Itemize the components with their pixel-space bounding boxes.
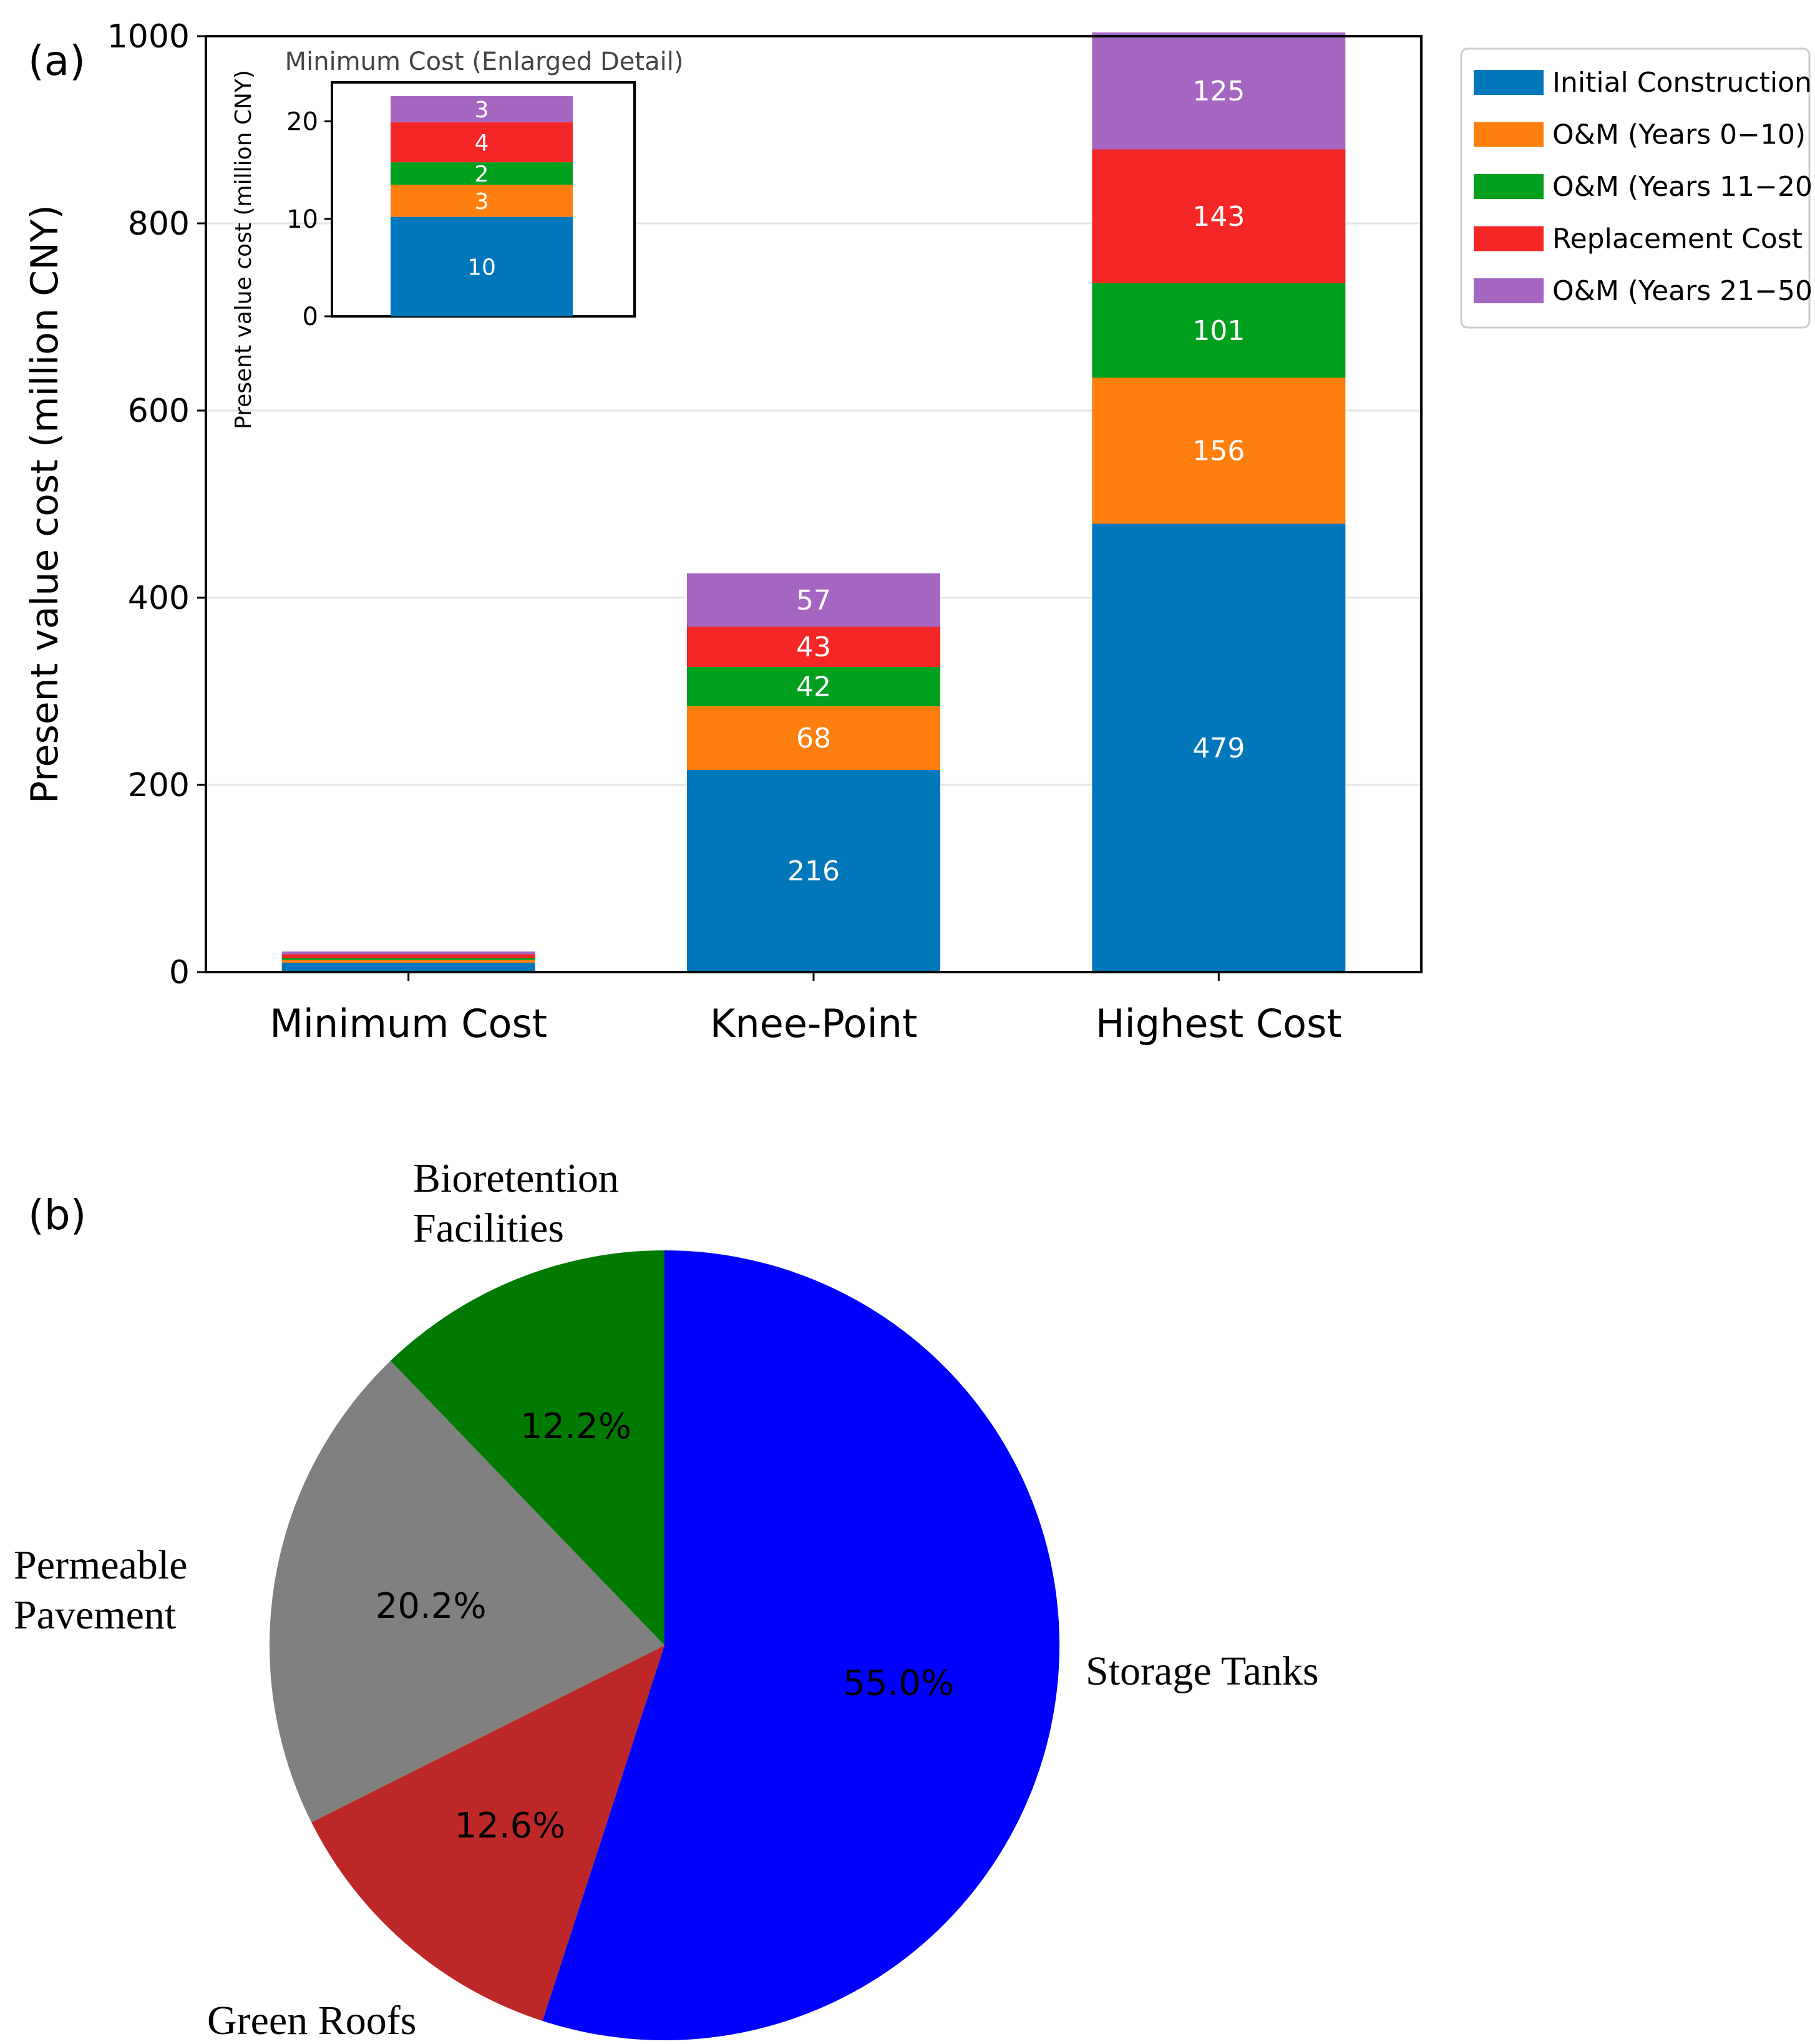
bar-segment xyxy=(1092,377,1346,524)
bar-segments xyxy=(281,32,1346,972)
inset-y-axis-ticks: 0 10 20 xyxy=(286,108,332,331)
bar-segment xyxy=(687,667,940,706)
pie-category-label-line: Permeable xyxy=(14,1542,188,1588)
legend-swatch xyxy=(1474,174,1544,199)
x-axis-ticks: Minimum Cost Knee-Point Highest Cost xyxy=(270,972,1342,1046)
y-tick-label: 400 xyxy=(128,580,190,617)
bar-value-label: 57 xyxy=(796,585,831,616)
bar-value-label: 68 xyxy=(796,723,831,754)
inset-value-label: 4 xyxy=(475,130,489,156)
inset-bar-segment xyxy=(391,95,573,123)
bar-segment xyxy=(281,958,535,960)
pie-percent-label: 12.6% xyxy=(454,1806,565,1846)
inset-y-tick-label: 20 xyxy=(286,108,318,137)
bar-value-label: 216 xyxy=(787,855,840,887)
pie-percent-label: 55.0% xyxy=(843,1663,954,1703)
pie-chart xyxy=(269,1250,1060,2040)
bar-segment xyxy=(281,963,535,972)
inset-y-tick-label: 0 xyxy=(303,303,318,331)
legend: Initial Construction O&M (Years 0−10) O&M … xyxy=(1474,67,1815,307)
inset-value-label: 3 xyxy=(475,97,489,123)
pie-slice xyxy=(311,1645,664,2021)
inset-value-label: 3 xyxy=(475,189,489,215)
bar-value-label: 156 xyxy=(1192,436,1245,467)
bar-value-labels: 216 68 42 43 57 479 156 101 143 125 xyxy=(787,75,1245,887)
pie-percent-labels: 55.0% 12.6% 20.2% 12.2% xyxy=(376,1406,954,1846)
legend-swatch xyxy=(1474,226,1544,251)
y-tick-label: 600 xyxy=(128,392,190,430)
legend-label: Replacement Cost xyxy=(1552,223,1803,255)
legend-swatch xyxy=(1474,278,1544,303)
panel-label-b: (b) xyxy=(28,1191,86,1239)
pie-category-label: Bioretention Facilities xyxy=(413,1156,619,1251)
y-tick-label: 800 xyxy=(128,205,190,243)
legend-box xyxy=(1460,47,1811,329)
bar-segment xyxy=(1092,32,1346,150)
pie-category-labels: Storage Tanks Green Roofs Permeable Pavemen… xyxy=(14,1156,1319,2043)
pie-category-label-line: Pavement xyxy=(14,1592,176,1638)
bar-segment xyxy=(687,770,940,972)
x-tick-label: Minimum Cost xyxy=(270,1001,547,1046)
bar-segment xyxy=(281,960,535,963)
bar-segment xyxy=(687,573,940,627)
bar-segment xyxy=(1092,149,1346,283)
legend-label: O&M (Years 11−20) xyxy=(1552,171,1815,203)
y-tick-label: 0 xyxy=(169,954,190,991)
pie-category-label: Permeable Pavement xyxy=(14,1542,188,1638)
inset-bar-segment xyxy=(391,162,573,185)
pie-category-label: Green Roofs xyxy=(207,1998,416,2043)
bar-value-label: 479 xyxy=(1192,732,1245,764)
legend-label: O&M (Years 21−50) xyxy=(1552,275,1815,307)
bar-segment xyxy=(281,954,535,958)
pie-percent-label: 12.2% xyxy=(520,1406,631,1447)
bar-segment xyxy=(687,706,940,770)
bar-value-label: 42 xyxy=(796,671,831,703)
pie-category-label-line: Bioretention xyxy=(413,1156,619,1201)
x-tick-label: Knee-Point xyxy=(710,1001,918,1046)
inset-y-axis-label: Present value cost (million CNY) xyxy=(231,70,256,429)
y-tick-label: 200 xyxy=(128,767,190,804)
pie-slice xyxy=(390,1250,664,1645)
legend-label: O&M (Years 0−10) xyxy=(1552,119,1806,151)
panel-label-a: (a) xyxy=(28,37,85,85)
inset-value-label: 2 xyxy=(475,162,489,187)
pie-percent-label: 20.2% xyxy=(376,1586,487,1627)
pie-category-label-line: Green Roofs xyxy=(207,1998,416,2043)
inset-value-label: 10 xyxy=(467,255,496,280)
x-tick-label: Highest Cost xyxy=(1096,1001,1342,1046)
inset-bar-segment xyxy=(391,217,573,316)
bar-segment xyxy=(1092,523,1346,972)
y-axis-ticks: 0 200 400 600 800 1000 xyxy=(107,18,206,991)
inset-bar-segment xyxy=(391,185,573,217)
pie-category-label-line: Storage Tanks xyxy=(1086,1648,1319,1694)
bar-segment xyxy=(687,626,940,667)
inset-title: Minimum Cost (Enlarged Detail) xyxy=(285,47,684,76)
bar-value-label: 143 xyxy=(1192,201,1245,233)
legend-swatch xyxy=(1474,70,1544,95)
bar-value-label: 125 xyxy=(1192,75,1245,107)
bar-segment xyxy=(281,951,535,955)
legend-label: Initial Construction xyxy=(1552,67,1812,99)
pie-slice xyxy=(269,1361,665,1823)
bar-value-label: 43 xyxy=(796,631,831,663)
pie-category-label-line: Facilities xyxy=(413,1205,564,1251)
pie-slice xyxy=(542,1250,1060,2040)
pie-category-label: Storage Tanks xyxy=(1086,1648,1319,1694)
inset-bar-segment xyxy=(391,122,573,163)
bar-value-label: 101 xyxy=(1192,315,1245,347)
inset-y-tick-label: 10 xyxy=(286,205,318,234)
y-axis-label: Present value cost (million CNY) xyxy=(23,205,67,804)
y-tick-label: 1000 xyxy=(107,18,190,56)
legend-swatch xyxy=(1474,122,1544,147)
bar-segment xyxy=(1092,283,1346,378)
